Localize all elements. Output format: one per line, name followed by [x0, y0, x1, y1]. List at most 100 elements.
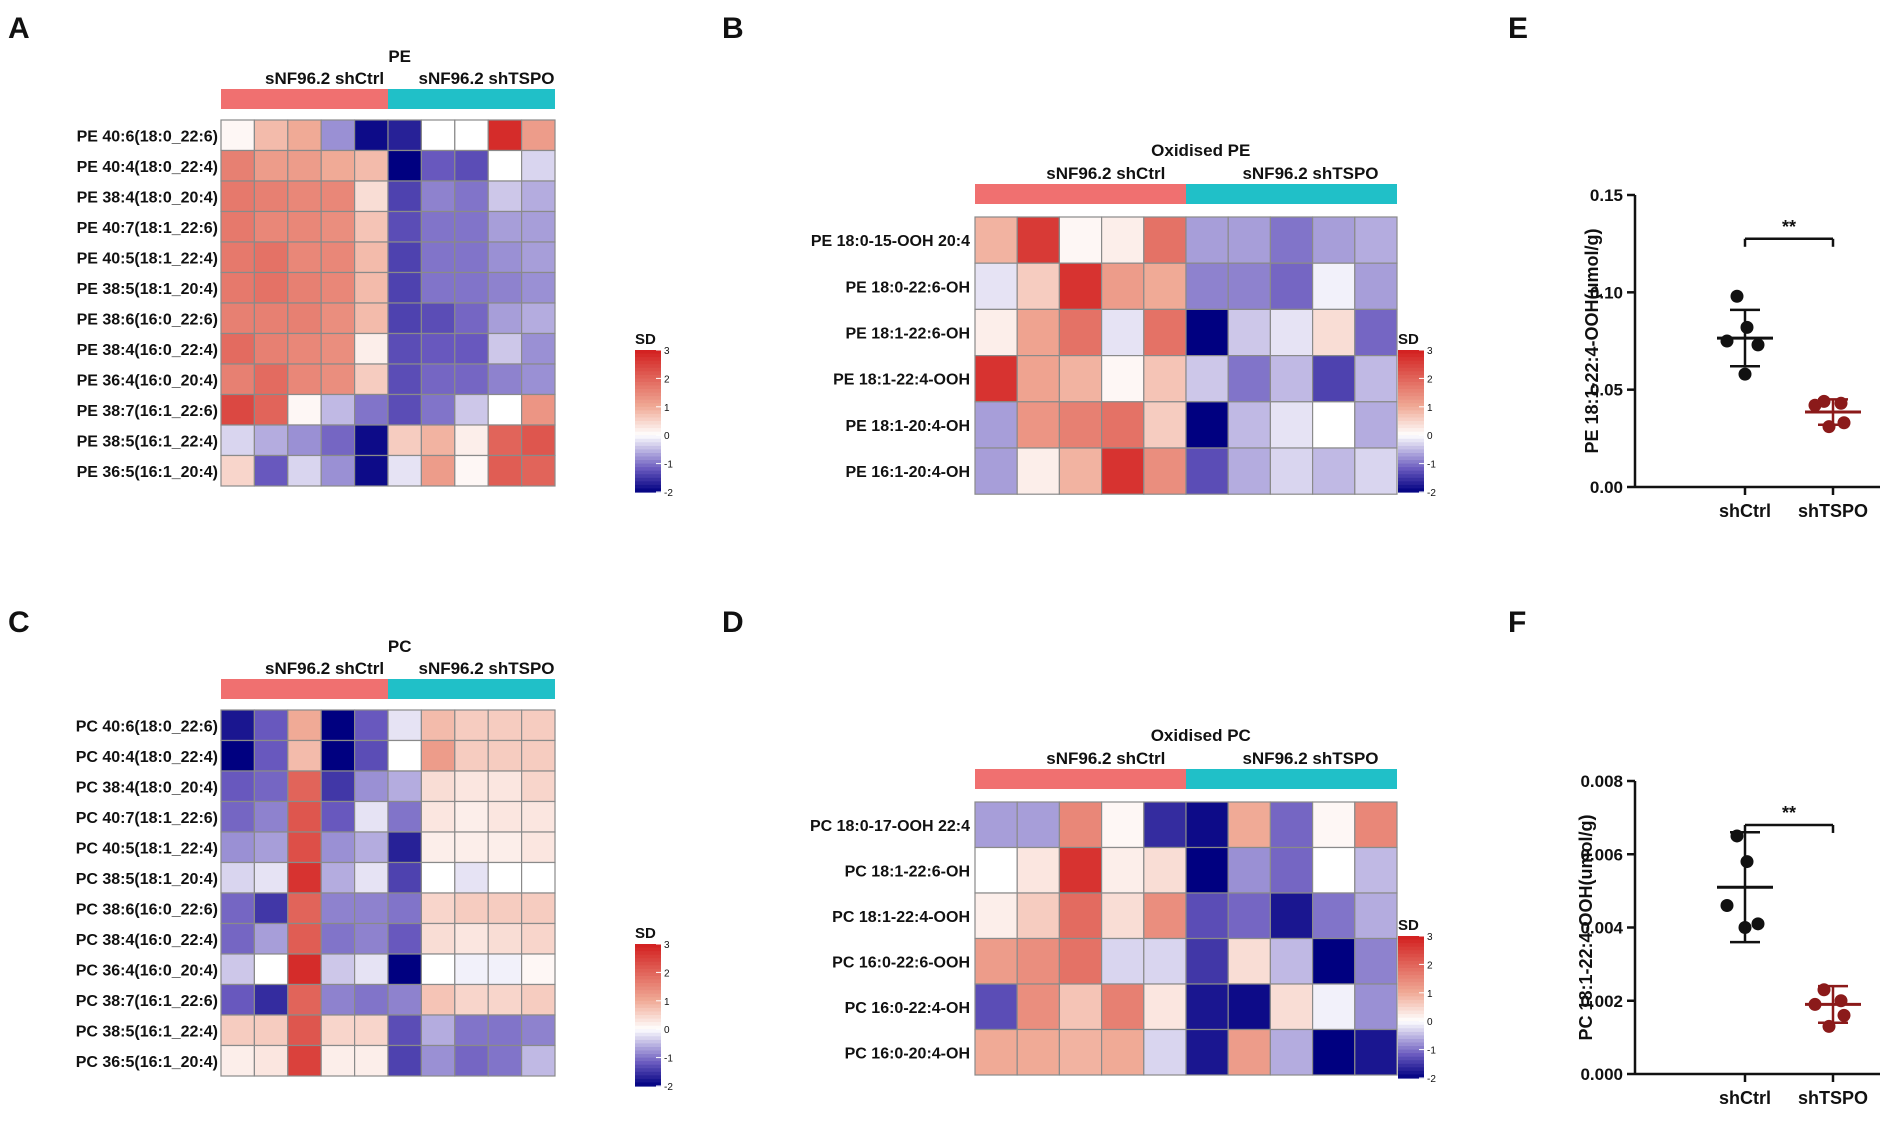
- heatmap-oxidised-pc: Oxidised PC sNF96.2 shCtrl sNF96.2 shTSPO P…: [810, 726, 1436, 1085]
- group-bar-shtspo: [1186, 184, 1397, 204]
- colorbar-segment: [635, 442, 661, 447]
- heatmap-cell: [320, 800, 356, 833]
- heatmap-cell: [320, 831, 356, 864]
- heatmap-cell: [420, 739, 456, 772]
- heatmap-cell: [220, 800, 256, 833]
- colorbar-segment: [635, 381, 661, 387]
- heatmap-cell: [253, 770, 289, 803]
- heatmap-cell: [420, 393, 456, 426]
- colorbar-segment: [635, 1000, 661, 1005]
- colorbar-segment: [635, 1004, 661, 1009]
- colorbar-segment: [1398, 481, 1424, 486]
- heatmap-cell: [454, 953, 489, 986]
- heatmap-cell: [253, 709, 289, 742]
- group-label-shtspo: sNF96.2 shTSPO: [1242, 749, 1378, 768]
- heatmap-cell: [1227, 355, 1271, 403]
- heatmap-cell: [520, 1044, 556, 1077]
- heatmap-cell: [387, 1014, 423, 1047]
- colorbar-tick-label: 0: [664, 431, 670, 442]
- heatmap-cell: [1354, 937, 1398, 985]
- heatmap-cell: [1016, 1028, 1061, 1076]
- colorbar-tick-label: -2: [1427, 488, 1436, 499]
- y-tick-label: 0.004: [1580, 919, 1623, 938]
- heatmap-cell: [420, 332, 456, 365]
- heatmap-cell: [1185, 262, 1229, 311]
- colorbar-segment: [635, 484, 661, 490]
- colorbar-segment: [635, 968, 661, 973]
- colorbar-segment: [1398, 939, 1424, 944]
- colorbar-segment: [635, 972, 661, 977]
- colorbar-segment: [635, 428, 661, 433]
- heatmap-cell: [974, 937, 1018, 985]
- heatmap-cell: [253, 922, 289, 955]
- heatmap-cell: [320, 770, 356, 803]
- heatmap-cell: [1100, 846, 1145, 894]
- heatmap-cell: [1354, 846, 1398, 894]
- heatmap-cell: [354, 210, 389, 243]
- colorbar-tick-label: 2: [664, 968, 670, 979]
- heatmap-cell: [253, 149, 289, 182]
- heatmap-cell: [1269, 937, 1314, 985]
- heatmap-cell: [287, 709, 322, 742]
- heatmap-cell: [320, 149, 356, 182]
- heatmap-cell: [1016, 262, 1061, 311]
- colorbar-segment: [1398, 367, 1424, 372]
- colorbar-segment: [1398, 456, 1424, 461]
- heatmap-cell: [520, 149, 556, 182]
- heatmap-cell: [220, 241, 256, 274]
- heatmap-cell: [1100, 262, 1145, 311]
- colorbar-segment: [1398, 1049, 1424, 1054]
- heatmap-cell: [1185, 983, 1229, 1031]
- colorbar-tick-label: 0: [1427, 1017, 1433, 1028]
- x-category-label: shTSPO: [1798, 1088, 1868, 1108]
- colorbar-segment: [635, 406, 661, 411]
- panel-letter-b: B: [722, 12, 744, 45]
- heatmap-cell: [454, 861, 489, 894]
- heatmap-cell: [1100, 801, 1145, 849]
- heatmap-cell: [253, 302, 289, 335]
- heatmap-cell: [1269, 892, 1314, 940]
- heatmap-cell: [287, 454, 322, 487]
- colorbar-segment: [635, 975, 661, 981]
- colorbar-segment: [635, 1057, 661, 1062]
- row-label: PE 40:7(18:1_22:6): [77, 220, 218, 237]
- heatmap-cell: [1311, 937, 1356, 985]
- heatmap-cell: [1185, 401, 1229, 449]
- colorbar-segment: [635, 983, 661, 988]
- heatmap-cell: [420, 210, 456, 243]
- colorbar-segment: [635, 449, 661, 454]
- heatmap-cell: [354, 922, 389, 955]
- colorbar-segment: [635, 1054, 661, 1059]
- colorbar-segment: [635, 367, 661, 372]
- row-label: PE 40:4(18:0_22:4): [77, 159, 218, 176]
- heatmap-cell: [1311, 1028, 1356, 1076]
- colorbar-segment: [635, 1036, 661, 1041]
- heatmap-cell: [454, 332, 489, 365]
- colorbar-tick-label: 3: [664, 346, 670, 357]
- heatmap-cell: [520, 454, 556, 487]
- colorbar-segment: [635, 371, 661, 376]
- colorbar-segment: [1398, 953, 1424, 958]
- colorbar-segment: [635, 374, 661, 379]
- heatmap-cell: [253, 271, 289, 304]
- heatmap-cell: [420, 983, 456, 1016]
- colorbar-segment: [635, 392, 661, 397]
- colorbar-segment: [1398, 431, 1424, 436]
- heatmap-cell: [1227, 892, 1271, 940]
- heatmap-cell: [1185, 1028, 1229, 1076]
- heatmap-cell: [520, 770, 556, 803]
- colorbar-segment: [635, 1068, 661, 1073]
- heatmap-cell: [420, 1044, 456, 1077]
- colorbar-segment: [1398, 967, 1424, 973]
- row-label: PC 38:4(18:0_20:4): [76, 779, 218, 796]
- colorbar-segment: [1398, 438, 1424, 443]
- heatmap-cell: [320, 861, 356, 894]
- heatmap-cell: [454, 892, 489, 925]
- heatmap-cell: [220, 1044, 256, 1077]
- heatmap-cell: [1143, 937, 1187, 985]
- colorbar-segment: [635, 1022, 661, 1027]
- heatmap-cell: [354, 831, 389, 864]
- heatmap-cell: [1269, 308, 1314, 357]
- heatmap-cell: [354, 892, 389, 925]
